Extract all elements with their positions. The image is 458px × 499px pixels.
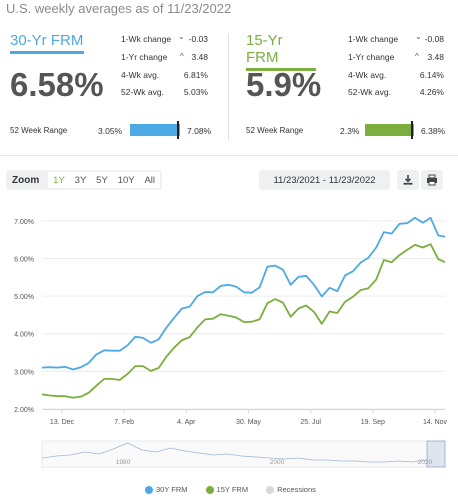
card-divider (228, 34, 229, 140)
stat-value: -0.08 (424, 34, 444, 44)
download-icon (403, 175, 413, 185)
card-15yr-rate: 5.9% (246, 66, 322, 103)
stat-label: 1-Yr change (121, 52, 168, 62)
download-button[interactable] (397, 170, 419, 190)
x-tick-label: 19. Sep (361, 419, 385, 426)
stat-label: 4-Wk avg. (348, 70, 387, 80)
navigator-tick-label: 2020 (418, 459, 433, 466)
legend-swatch (145, 485, 153, 494)
y-tick-label: 7.00% (14, 219, 34, 226)
card-15yr: 15-Yr FRM 5.9% (246, 32, 456, 142)
stat-label: 52-Wk avg. (348, 87, 391, 97)
range-bar (130, 124, 180, 136)
navigator-selection (426, 440, 446, 468)
range-low: 2.3% (340, 126, 360, 136)
x-tick-label: 13. Dec (50, 419, 75, 426)
stat-label: 1-Wk change (121, 34, 172, 44)
range-marker (177, 121, 179, 139)
stat-value: 3.48 (191, 52, 208, 62)
range-low: 3.05% (98, 126, 123, 136)
range-bar (365, 124, 414, 136)
legend-15y[interactable]: 15Y FRM (205, 485, 249, 494)
card-30yr-title: 30-Yr FRM (10, 32, 84, 54)
stat-label: 52-Wk avg. (121, 87, 164, 97)
zoom-label: Zoom (12, 174, 40, 186)
x-tick-label: 4. Apr (177, 419, 196, 426)
x-tick-label: 25. Jul (300, 419, 321, 426)
legend-swatch (205, 485, 214, 494)
range-label: 52 Week Range (246, 126, 304, 135)
stat-label: 1-Yr change (348, 52, 395, 62)
navigator-tick-label: 1980 (116, 459, 131, 466)
stat-label: 4-Wk avg. (121, 70, 160, 80)
date-range-picker[interactable]: 11/23/2021 - 11/23/2022 (259, 170, 390, 190)
legend-recessions-label: Recessions (277, 485, 316, 494)
zoom-3y-button[interactable]: 3Y (74, 174, 87, 186)
chevron-up-icon: ^ (180, 52, 184, 61)
chevron-up-icon: ^ (415, 52, 419, 61)
card-30yr-rate: 6.58% (10, 66, 104, 103)
navigator-history-line (41, 442, 428, 463)
y-tick-label: 6.00% (14, 256, 34, 263)
card-15yr-title: 15-Yr FRM (246, 32, 316, 71)
legend-swatch (266, 485, 275, 494)
zoom-bar: Zoom 1Y 3Y 5Y 10Y All (6, 170, 162, 190)
x-tick-label: 30. May (236, 419, 261, 426)
range-label: 52 Week Range (10, 126, 68, 135)
card-30yr: 30-Yr FRM 6.58% (10, 32, 220, 142)
zoom-all-button[interactable]: All (144, 174, 155, 186)
y-tick-label: 5.00% (14, 294, 34, 301)
series-30y-line (41, 216, 446, 371)
header-title: U.S. weekly averages as of 11/23/2022 (6, 1, 232, 16)
stat-value: 6.81% (183, 70, 208, 80)
y-tick-label: 2.00% (14, 407, 34, 414)
chevron-down-icon: ⌄ (415, 32, 422, 41)
stat-value: -0.03 (188, 34, 208, 44)
range-high: 6.38% (421, 126, 446, 136)
range-marker (411, 121, 413, 139)
zoom-1y-button[interactable]: 1Y (53, 174, 65, 186)
stat-value: 5.03% (183, 87, 208, 97)
navigator-frame (41, 440, 446, 468)
y-tick-label: 3.00% (14, 369, 34, 376)
zoom-10y-button[interactable]: 10Y (117, 174, 135, 186)
printer-icon (427, 174, 437, 186)
y-tick-label: 4.00% (14, 332, 34, 339)
series-15y-line (41, 243, 446, 399)
legend: 30Y FRM 15Y FRM Recessions (145, 485, 316, 494)
legend-recessions[interactable]: Recessions (266, 485, 316, 494)
range-high: 7.08% (187, 126, 212, 136)
stat-value: 6.14% (419, 70, 444, 80)
zoom-buttons: 1Y 3Y 5Y 10Y All (48, 172, 160, 188)
stat-label: 1-Wk change (348, 34, 399, 44)
legend-30y-label: 30Y FRM (156, 485, 188, 494)
chevron-down-icon: ⌄ (178, 32, 185, 41)
x-tick-label: 14. Nov (423, 419, 448, 426)
stat-value: 3.48 (427, 52, 444, 62)
navigator-tick-label: 2000 (270, 459, 285, 466)
rates-chart: 2.00% 3.00% 4.00% 5.00% 6.00% 7.00% 13. Dec 7.… (14, 216, 448, 468)
legend-30y[interactable]: 30Y FRM (145, 485, 188, 494)
zoom-5y-button[interactable]: 5Y (96, 174, 108, 186)
section-divider (0, 155, 458, 156)
stat-value: 4.26% (419, 87, 444, 97)
x-tick-label: 7. Feb (114, 419, 134, 426)
print-button[interactable] (421, 170, 443, 190)
legend-15y-label: 15Y FRM (216, 485, 249, 494)
